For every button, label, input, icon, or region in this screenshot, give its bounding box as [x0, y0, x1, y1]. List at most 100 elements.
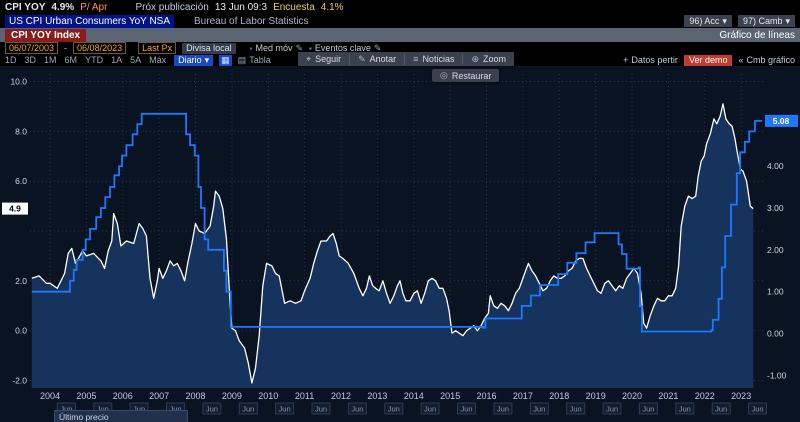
chevron-down-icon: ▾ — [204, 54, 210, 65]
price-field-dropdown[interactable]: Last Px — [138, 42, 177, 54]
survey-value: 4.1% — [320, 1, 344, 13]
bullet-icon: ▪ — [309, 43, 312, 53]
ticker-last-value: 4.9% — [51, 1, 75, 13]
svg-text:-1.00: -1.00 — [767, 370, 787, 380]
svg-text:2023: 2023 — [731, 391, 751, 401]
edit-pencil-icon[interactable]: ✎ — [373, 42, 382, 53]
news-button[interactable]: ≡ Noticias — [405, 54, 464, 64]
chart-grid-icon[interactable]: ▦ — [219, 54, 232, 66]
svg-text:Jun: Jun — [279, 405, 291, 414]
chart-settings-bar: 06/07/2003 - 06/08/2023 Last Px Divisa l… — [0, 42, 800, 54]
period-button-1m[interactable]: 1M — [44, 55, 57, 65]
svg-text:2006: 2006 — [113, 391, 133, 401]
svg-text:2018: 2018 — [549, 391, 569, 401]
svg-text:2007: 2007 — [149, 391, 169, 401]
bullet-icon: ▪ — [249, 43, 253, 53]
price-chart[interactable]: 10.0 8.0 6.0 2.0 0.0 -2.0 4.00 3.00 2.00 1.00 0.00… — [0, 66, 800, 422]
svg-text:Jun: Jun — [751, 405, 763, 414]
svg-text:Jun: Jun — [206, 405, 218, 414]
expand-icon: « — [738, 55, 744, 65]
ticker-symbol: CPI YOY — [5, 1, 46, 13]
track-icon: ⌖ — [306, 53, 312, 64]
svg-text:Jun: Jun — [315, 405, 327, 414]
news-icon: ≡ — [413, 54, 419, 64]
svg-text:Jun: Jun — [570, 405, 582, 414]
ticker-box[interactable]: CPI YOY Index — [5, 28, 87, 42]
annotate-button[interactable]: ✎ Anotar — [350, 53, 406, 65]
chevron-down-icon: ▾ — [785, 16, 790, 26]
svg-text:2017: 2017 — [513, 391, 533, 401]
function-bar: CPI YOY Index Gráfico de líneas — [0, 28, 800, 42]
edit-dropdown[interactable]: 97) Camb ▾ — [737, 15, 795, 27]
period-button-ytd[interactable]: YTD — [85, 55, 104, 65]
svg-text:3.00: 3.00 — [767, 203, 784, 213]
period-button-1y[interactable]: 1A — [111, 55, 123, 65]
restore-icon: ◎ — [440, 70, 448, 80]
svg-text:Jun: Jun — [351, 405, 363, 414]
period-button-3d[interactable]: 3D — [24, 55, 37, 65]
svg-text:Jun: Jun — [460, 405, 472, 414]
svg-text:1.00: 1.00 — [767, 287, 784, 297]
edit-pencil-icon[interactable]: ✎ — [295, 42, 304, 53]
price-period: P/ Apr — [80, 1, 108, 13]
annotate-icon: ✎ — [358, 53, 366, 64]
add-data-button[interactable]: + Datos pertir — [623, 55, 678, 65]
date-from-input[interactable]: 06/07/2003 — [5, 42, 59, 54]
period-button-1d[interactable]: 1D — [5, 55, 17, 65]
currency-dropdown[interactable]: Divisa local — [182, 42, 236, 54]
svg-text:2022: 2022 — [695, 391, 715, 401]
period-button-5y[interactable]: 5A — [130, 55, 142, 65]
date-to-input[interactable]: 06/08/2023 — [73, 42, 127, 54]
next-release-value: 13 Jun 09:3 — [214, 1, 268, 13]
svg-text:10.0: 10.0 — [10, 77, 27, 87]
chevron-down-icon: ▾ — [722, 16, 727, 26]
moving-average-option[interactable]: ▪ Med móv ✎ — [249, 42, 304, 54]
svg-text:Jun: Jun — [424, 405, 436, 414]
survey-label: Encuesta — [273, 1, 315, 13]
svg-text:0.00: 0.00 — [767, 329, 784, 339]
period-button-6m[interactable]: 6M — [64, 55, 78, 65]
svg-text:Jun: Jun — [242, 405, 254, 414]
svg-text:2013: 2013 — [367, 391, 387, 401]
svg-text:Jun: Jun — [133, 405, 145, 414]
svg-text:2008: 2008 — [185, 391, 205, 401]
zoom-icon: ⊕ — [471, 53, 479, 64]
zoom-button[interactable]: ⊕ Zoom — [471, 53, 507, 65]
svg-text:Jun: Jun — [642, 405, 654, 414]
restore-button[interactable]: ◎ Restaurar — [432, 69, 500, 82]
period-button-max[interactable]: Máx — [149, 55, 167, 65]
svg-text:6.0: 6.0 — [15, 176, 27, 186]
svg-text:Jun: Jun — [97, 405, 109, 414]
change-chart-button[interactable]: « Cmb gráfico — [738, 55, 795, 65]
svg-text:Jun: Jun — [60, 405, 72, 414]
chart-legend: Último precio CPI YOY Index (L1) 4.9 FED… — [54, 410, 188, 422]
svg-text:8.0: 8.0 — [15, 126, 27, 136]
table-button[interactable]: ▤ Tabla — [237, 54, 271, 65]
svg-text:2015: 2015 — [440, 391, 460, 401]
security-name: US CPI Urban Consumers YoY NSA — [5, 14, 175, 28]
svg-text:2004: 2004 — [40, 391, 60, 401]
key-events-option[interactable]: ▪ Eventos clave ✎ — [309, 42, 382, 54]
svg-text:-2.0: -2.0 — [12, 376, 27, 386]
quote-header: CPI YOY 4.9% P/ Apr Próx publicación 13 … — [0, 0, 800, 14]
frequency-dropdown[interactable]: Diario ▾ — [174, 54, 214, 66]
svg-text:Jun: Jun — [169, 405, 181, 414]
svg-text:Jun: Jun — [715, 405, 727, 414]
track-button[interactable]: ⌖ Seguir — [298, 53, 351, 65]
plus-icon: + — [623, 55, 629, 65]
svg-text:2016: 2016 — [476, 391, 496, 401]
svg-text:2010: 2010 — [258, 391, 278, 401]
svg-text:5.08: 5.08 — [773, 116, 790, 126]
range-bar: 1D 3D 1M 6M YTD 1A 5A Máx Diario ▾ ▦ ▤ T… — [0, 54, 800, 66]
svg-text:0.0: 0.0 — [15, 326, 27, 336]
date-separator: - — [64, 43, 68, 53]
svg-text:Jun: Jun — [388, 405, 400, 414]
svg-text:2009: 2009 — [222, 391, 242, 401]
actions-dropdown[interactable]: 96) Acc ▾ — [684, 15, 732, 27]
demo-badge-button[interactable]: Ver demo — [683, 54, 733, 66]
svg-text:2012: 2012 — [331, 391, 351, 401]
svg-text:2019: 2019 — [586, 391, 606, 401]
svg-text:2005: 2005 — [76, 391, 96, 401]
table-icon: ▤ — [237, 54, 247, 65]
